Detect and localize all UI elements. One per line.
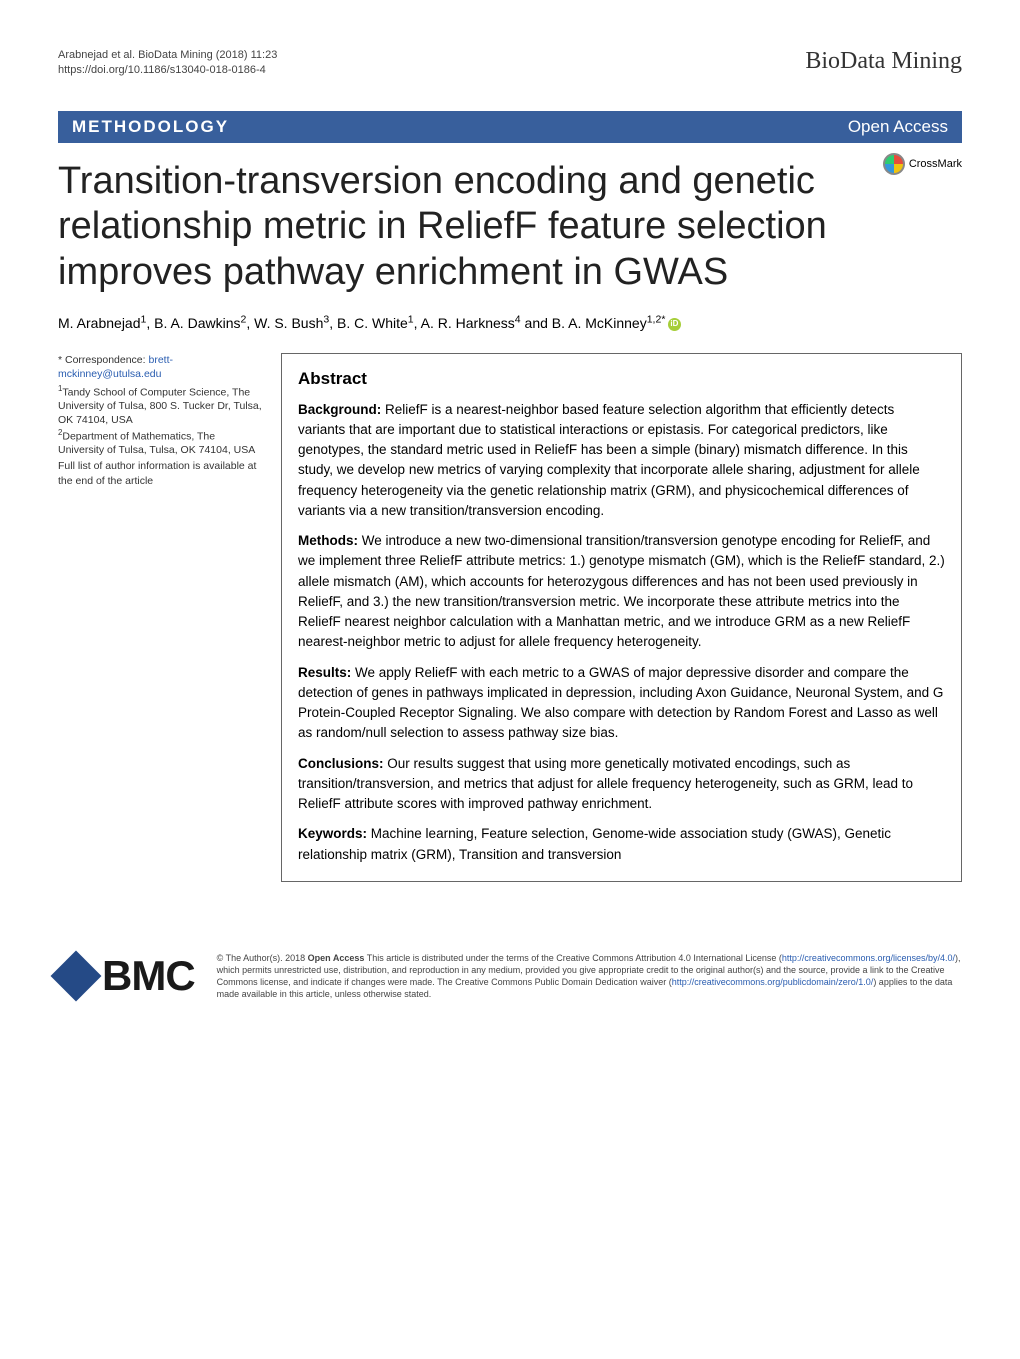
bmc-text: BMC xyxy=(102,952,195,1000)
article-type-banner: METHODOLOGY Open Access xyxy=(58,111,962,143)
affiliation-2: Department of Mathematics, The Universit… xyxy=(58,430,255,456)
footer: BMC © The Author(s). 2018 Open Access Th… xyxy=(58,952,962,1001)
abstract-heading: Abstract xyxy=(298,366,945,392)
abstract-results: Results: We apply ReliefF with each metr… xyxy=(298,663,945,744)
bmc-square-icon xyxy=(51,951,102,1002)
crossmark-badge[interactable]: CrossMark xyxy=(883,153,962,175)
abstract-keywords: Keywords: Machine learning, Feature sele… xyxy=(298,824,945,865)
abstract-conclusions: Conclusions: Our results suggest that us… xyxy=(298,754,945,815)
affiliation-1: Tandy School of Computer Science, The Un… xyxy=(58,386,262,426)
cc-by-link[interactable]: http://creativecommons.org/licenses/by/4… xyxy=(782,953,955,963)
correspondence-label: * Correspondence: xyxy=(58,354,148,366)
crossmark-text: CrossMark xyxy=(909,158,962,170)
abstract-box: Abstract Background: ReliefF is a neares… xyxy=(281,353,962,882)
cc0-link[interactable]: http://creativecommons.org/publicdomain/… xyxy=(672,977,874,987)
bmc-logo: BMC xyxy=(58,952,195,1000)
abstract-background: Background: ReliefF is a nearest-neighbo… xyxy=(298,400,945,522)
article-type: METHODOLOGY xyxy=(72,117,229,137)
authors-line: M. Arabnejad1, B. A. Dawkins2, W. S. Bus… xyxy=(58,314,962,332)
journal-name: BioData Mining xyxy=(805,48,962,75)
correspondence-sidebar: * Correspondence: brett-mckinney@utulsa.… xyxy=(58,353,263,488)
full-author-info-note: Full list of author information is avail… xyxy=(58,459,263,487)
abstract-methods: Methods: We introduce a new two-dimensio… xyxy=(298,531,945,653)
open-access-label: Open Access xyxy=(848,117,948,137)
article-title: Transition-transversion encoding and gen… xyxy=(58,159,878,296)
crossmark-icon xyxy=(883,153,905,175)
license-text: © The Author(s). 2018 Open Access This a… xyxy=(217,952,962,1001)
orcid-icon[interactable] xyxy=(668,318,681,331)
